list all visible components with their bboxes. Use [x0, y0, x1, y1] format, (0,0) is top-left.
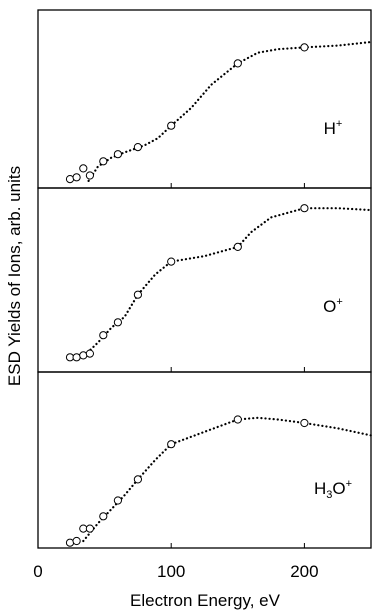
data-point [133, 475, 142, 484]
fit-curve [87, 40, 372, 182]
fit-curve [83, 207, 372, 357]
x-axis-label: Electron Energy, eV [130, 591, 281, 610]
x-tick-label: 0 [33, 562, 42, 581]
data-point [72, 173, 81, 182]
data-point [65, 175, 75, 184]
ion-label: H3O+ [314, 478, 352, 501]
data-point [99, 157, 108, 166]
data-point [79, 164, 88, 173]
x-tick-label: 200 [290, 562, 318, 581]
x-axis: 0 100 200 [33, 562, 318, 581]
data-point [113, 150, 123, 159]
data-point [233, 59, 242, 68]
data-point [85, 349, 95, 358]
panel-1: H+ [37, 9, 372, 189]
data-point [233, 415, 242, 424]
data-point [133, 290, 142, 299]
y-axis-label: ESD Yields of Ions, arb. units [5, 166, 24, 386]
panels-group: H+ O+ H3O+ [37, 9, 372, 549]
x-tick-label: 100 [157, 562, 185, 581]
data-point [99, 512, 108, 521]
panel-2: O+ [37, 187, 372, 373]
data-point [113, 318, 123, 327]
panel-frame [37, 9, 372, 189]
fit-curve [82, 416, 372, 543]
panel-frame [37, 187, 372, 373]
data-point [167, 440, 176, 449]
data-point [167, 257, 176, 266]
data-point [79, 351, 88, 360]
panel-3: H3O+ [37, 371, 372, 549]
ion-label: O+ [323, 296, 343, 316]
data-point [300, 43, 309, 52]
data-point [233, 242, 242, 251]
data-point [85, 171, 95, 180]
data-point [133, 143, 142, 152]
data-point [167, 121, 176, 130]
ion-label: H+ [324, 118, 343, 138]
data-point [113, 496, 123, 505]
panel-frame [37, 371, 372, 549]
data-point [300, 204, 309, 213]
data-point [65, 538, 75, 547]
data-point [99, 331, 108, 340]
data-point [72, 353, 81, 362]
data-point [300, 418, 309, 428]
data-point [72, 536, 81, 546]
data-point [85, 524, 95, 533]
